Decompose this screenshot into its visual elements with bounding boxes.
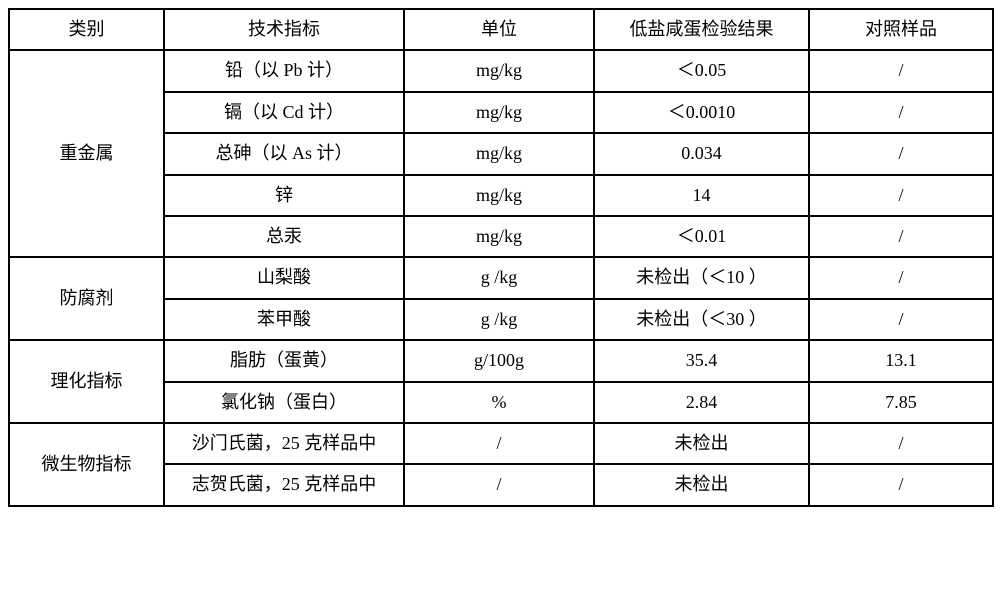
- indicator-cell: 氯化钠（蛋白）: [164, 382, 404, 423]
- control-cell: /: [809, 216, 993, 257]
- result-cell: ＜0.01: [594, 216, 809, 257]
- header-control: 对照样品: [809, 9, 993, 50]
- indicator-cell: 总汞: [164, 216, 404, 257]
- table-row: 重金属 铅（以 Pb 计） mg/kg ＜0.05 /: [9, 50, 993, 91]
- control-cell: /: [809, 175, 993, 216]
- unit-cell: mg/kg: [404, 133, 594, 174]
- table-header-row: 类别 技术指标 单位 低盐咸蛋检验结果 对照样品: [9, 9, 993, 50]
- result-cell: 35.4: [594, 340, 809, 381]
- indicator-cell: 锌: [164, 175, 404, 216]
- result-cell: 14: [594, 175, 809, 216]
- control-cell: /: [809, 257, 993, 298]
- result-cell: 0.034: [594, 133, 809, 174]
- control-cell: /: [809, 299, 993, 340]
- control-cell: /: [809, 92, 993, 133]
- table-row: 防腐剂 山梨酸 g /kg 未检出（＜10 ） /: [9, 257, 993, 298]
- indicator-cell: 总砷（以 As 计）: [164, 133, 404, 174]
- inspection-results-table: 类别 技术指标 单位 低盐咸蛋检验结果 对照样品 重金属 铅（以 Pb 计） m…: [8, 8, 994, 507]
- category-cell: 防腐剂: [9, 257, 164, 340]
- table-body: 重金属 铅（以 Pb 计） mg/kg ＜0.05 / 镉（以 Cd 计） mg…: [9, 50, 993, 505]
- table-row: 理化指标 脂肪（蛋黄） g/100g 35.4 13.1: [9, 340, 993, 381]
- indicator-cell: 沙门氏菌，25 克样品中: [164, 423, 404, 464]
- category-cell: 微生物指标: [9, 423, 164, 506]
- unit-cell: g/100g: [404, 340, 594, 381]
- unit-cell: mg/kg: [404, 50, 594, 91]
- unit-cell: /: [404, 423, 594, 464]
- indicator-cell: 山梨酸: [164, 257, 404, 298]
- result-cell: 未检出: [594, 464, 809, 505]
- result-cell: 未检出（＜10 ）: [594, 257, 809, 298]
- indicator-cell: 脂肪（蛋黄）: [164, 340, 404, 381]
- result-cell: 2.84: [594, 382, 809, 423]
- result-cell: ＜0.0010: [594, 92, 809, 133]
- unit-cell: g /kg: [404, 257, 594, 298]
- control-cell: /: [809, 133, 993, 174]
- unit-cell: mg/kg: [404, 216, 594, 257]
- header-result: 低盐咸蛋检验结果: [594, 9, 809, 50]
- control-cell: /: [809, 464, 993, 505]
- unit-cell: %: [404, 382, 594, 423]
- result-cell: ＜0.05: [594, 50, 809, 91]
- category-cell: 重金属: [9, 50, 164, 257]
- header-indicator: 技术指标: [164, 9, 404, 50]
- indicator-cell: 苯甲酸: [164, 299, 404, 340]
- indicator-cell: 志贺氏菌，25 克样品中: [164, 464, 404, 505]
- indicator-cell: 镉（以 Cd 计）: [164, 92, 404, 133]
- control-cell: /: [809, 50, 993, 91]
- table-row: 微生物指标 沙门氏菌，25 克样品中 / 未检出 /: [9, 423, 993, 464]
- header-category: 类别: [9, 9, 164, 50]
- header-unit: 单位: [404, 9, 594, 50]
- indicator-cell: 铅（以 Pb 计）: [164, 50, 404, 91]
- control-cell: /: [809, 423, 993, 464]
- control-cell: 7.85: [809, 382, 993, 423]
- unit-cell: mg/kg: [404, 92, 594, 133]
- unit-cell: mg/kg: [404, 175, 594, 216]
- control-cell: 13.1: [809, 340, 993, 381]
- unit-cell: /: [404, 464, 594, 505]
- unit-cell: g /kg: [404, 299, 594, 340]
- result-cell: 未检出（＜30 ）: [594, 299, 809, 340]
- result-cell: 未检出: [594, 423, 809, 464]
- category-cell: 理化指标: [9, 340, 164, 423]
